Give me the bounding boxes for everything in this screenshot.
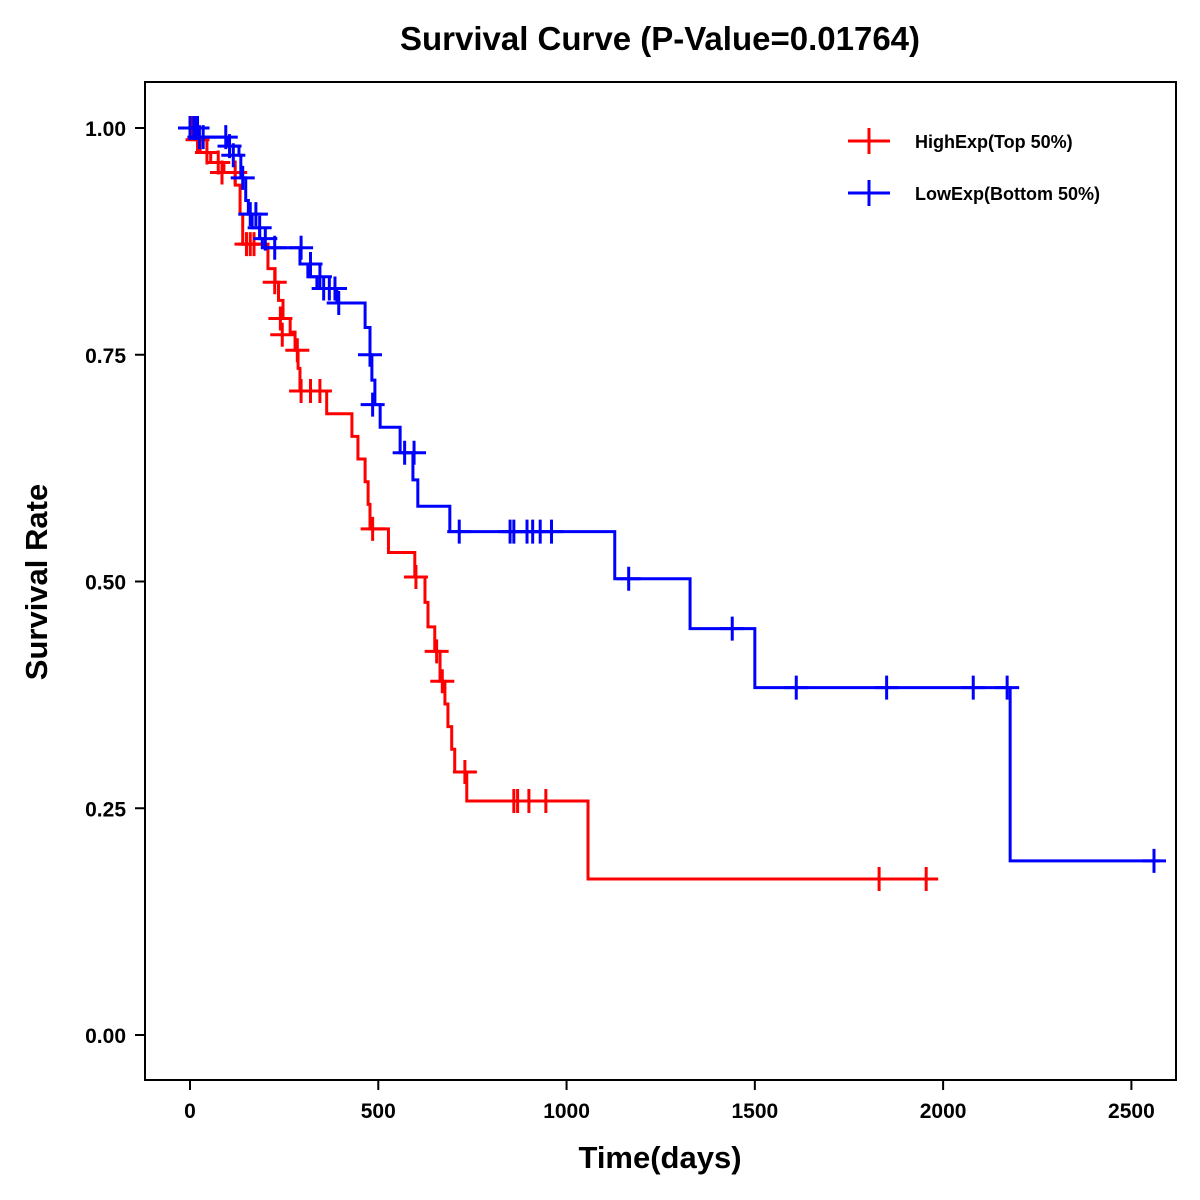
censor-mark bbox=[307, 379, 332, 404]
censor-mark bbox=[221, 143, 246, 168]
censor-mark bbox=[447, 519, 472, 544]
censor-mark bbox=[360, 516, 385, 541]
x-axis: 0 500 1000 1500 2000 2500 bbox=[184, 1080, 1155, 1123]
x-tick-label: 500 bbox=[361, 1100, 396, 1123]
y-axis-label: Survival Rate bbox=[19, 484, 54, 680]
censor-mark bbox=[452, 759, 477, 784]
censor-mark bbox=[322, 276, 347, 301]
legend-plus-icon bbox=[848, 180, 890, 206]
legend-label: LowExp(Bottom 50%) bbox=[915, 184, 1100, 204]
x-tick-label: 1500 bbox=[731, 1100, 778, 1123]
y-tick-label: 1.00 bbox=[85, 118, 126, 141]
series-layer bbox=[178, 116, 1166, 891]
legend-label: HighExp(Top 50%) bbox=[915, 132, 1073, 152]
x-tick-label: 2000 bbox=[920, 1100, 967, 1123]
censor-mark bbox=[402, 440, 427, 465]
censor-mark bbox=[262, 270, 287, 295]
censor-mark bbox=[191, 125, 216, 150]
y-tick-label: 0.75 bbox=[85, 345, 126, 368]
censor-mark bbox=[1141, 848, 1166, 873]
censor-mark bbox=[360, 392, 385, 417]
censor-mark bbox=[289, 235, 314, 260]
survival-curve bbox=[190, 126, 935, 881]
censor-mark bbox=[270, 322, 295, 347]
censor-mark bbox=[961, 675, 986, 700]
censor-mark bbox=[720, 616, 745, 641]
censor-mark bbox=[206, 150, 231, 175]
y-tick-label: 0.00 bbox=[85, 1025, 126, 1048]
y-tick-label: 0.25 bbox=[85, 798, 126, 821]
plot-frame bbox=[144, 81, 1177, 1081]
censor-mark bbox=[995, 675, 1020, 700]
legend-item: HighExp(Top 50%) bbox=[848, 128, 1073, 154]
censor-mark bbox=[784, 675, 809, 700]
censor-mark bbox=[230, 165, 255, 190]
censor-mark bbox=[403, 564, 428, 589]
series-high-exp bbox=[179, 116, 939, 891]
censor-mark bbox=[243, 202, 268, 227]
censor-mark bbox=[430, 669, 455, 694]
chart-title: Survival Curve (P-Value=0.01764) bbox=[400, 20, 920, 57]
censor-mark bbox=[539, 519, 564, 544]
censor-mark bbox=[357, 342, 382, 367]
censor-mark bbox=[298, 252, 323, 277]
censor-mark bbox=[874, 675, 899, 700]
censor-mark bbox=[914, 866, 939, 891]
censor-mark bbox=[285, 338, 310, 363]
y-axis: 0.00 0.25 0.50 0.75 1.00 bbox=[85, 118, 145, 1048]
censor-mark bbox=[867, 866, 892, 891]
censor-mark bbox=[326, 291, 351, 316]
survival-curve bbox=[190, 126, 1160, 863]
censor-mark bbox=[262, 235, 287, 260]
y-tick-label: 0.50 bbox=[85, 572, 126, 595]
series-low-exp bbox=[178, 116, 1166, 873]
x-tick-label: 2500 bbox=[1108, 1100, 1155, 1123]
censor-mark bbox=[247, 215, 272, 240]
legend-plus-icon bbox=[848, 128, 890, 154]
legend-item: LowExp(Bottom 50%) bbox=[848, 180, 1100, 206]
x-tick-label: 0 bbox=[184, 1100, 196, 1123]
x-tick-label: 1000 bbox=[543, 1100, 590, 1123]
x-axis-label: Time(days) bbox=[578, 1140, 741, 1175]
censor-mark bbox=[533, 788, 558, 813]
censor-mark bbox=[194, 140, 219, 165]
censor-mark bbox=[268, 306, 293, 331]
censor-mark bbox=[616, 566, 641, 591]
legend: HighExp(Top 50%) LowExp(Bottom 50%) bbox=[848, 128, 1100, 206]
censor-mark bbox=[424, 639, 449, 664]
